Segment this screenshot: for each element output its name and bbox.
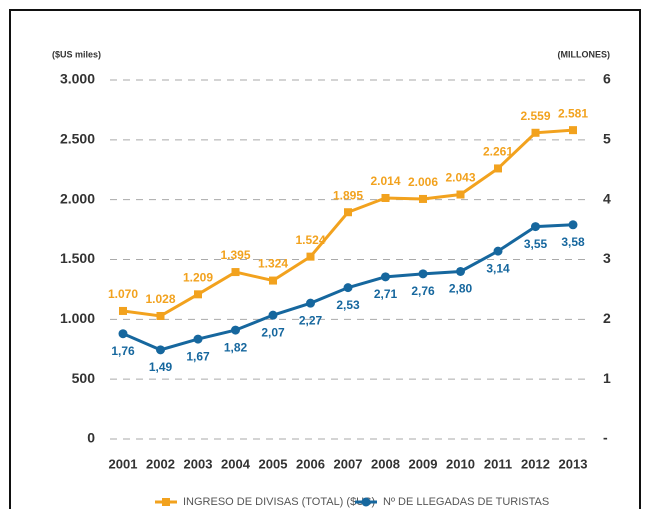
data-label: 1.395 [220,248,250,262]
data-label: 1,82 [224,340,248,354]
marker [156,345,165,355]
marker [306,252,315,261]
frame [9,9,641,509]
x-tick-label: 2013 [559,456,588,471]
marker [231,325,240,335]
y-tick-label: 0 [87,430,95,446]
marker [531,222,540,232]
data-label: 2,76 [411,284,435,298]
y2-tick-label: 4 [603,190,611,206]
y-tick-label: 3.000 [60,71,95,87]
x-tick-label: 2009 [409,456,438,471]
data-label: 1,49 [149,360,173,374]
marker [119,306,127,315]
marker [419,194,427,203]
x-tick-label: 2006 [296,456,325,471]
marker [269,276,277,285]
y2-tick-label: 2 [603,310,611,326]
data-label: 2.014 [370,174,400,188]
legend-marker [361,497,371,507]
y2-tick-label: 6 [603,71,611,87]
marker [531,128,540,137]
marker [156,311,165,320]
y-tick-label: 2.500 [60,131,95,147]
data-label: 1.209 [183,270,213,284]
x-tick-label: 2003 [184,456,213,471]
data-label: 1.524 [295,233,325,247]
data-label: 2,07 [261,325,285,339]
data-label: 2.006 [408,175,438,189]
data-label: 1,67 [186,349,210,363]
data-label: 1,76 [111,344,135,358]
marker [569,126,577,135]
marker [193,334,203,344]
data-label: 3,55 [524,237,548,251]
marker [231,268,240,277]
x-tick-label: 2004 [221,456,251,471]
y2-tick-label: 3 [603,250,611,266]
y2-axis-label: (MILLONES) [558,49,611,59]
data-label: 2,53 [336,298,360,312]
marker [344,208,352,217]
data-label: 1.070 [108,287,138,301]
y-tick-label: 1.000 [60,310,95,326]
data-label: 1.324 [258,257,288,271]
marker [568,220,578,230]
x-tick-label: 2011 [484,456,512,471]
data-label: 2.559 [520,109,550,123]
marker [194,290,202,299]
x-tick-label: 2010 [446,456,475,471]
x-tick-label: 2007 [334,456,363,471]
y-tick-label: 500 [72,370,96,386]
data-label: 2.581 [558,106,588,120]
data-label: 2.261 [483,145,513,159]
marker [418,269,428,279]
data-label: 2,27 [299,313,323,327]
data-label: 1.895 [333,188,363,202]
x-tick-label: 2005 [259,456,288,471]
y2-tick-label: 1 [603,370,611,386]
y2-tick-label: - [603,430,608,446]
x-tick-label: 2012 [521,456,550,471]
legend-label: INGRESO DE DIVISAS (TOTAL) ($US) [183,496,375,508]
marker [494,164,502,173]
marker [456,266,465,276]
data-label: 1.028 [145,292,175,306]
legend-marker [162,498,170,506]
data-label: 3,14 [486,261,510,275]
data-label: 2,80 [449,282,473,296]
marker [268,310,278,320]
x-tick-label: 2002 [146,456,175,471]
marker [118,329,128,339]
y-tick-label: 1.500 [60,250,95,266]
marker [343,283,353,293]
x-tick-label: 2008 [371,456,400,471]
marker [381,272,390,282]
data-label: 2,71 [374,287,398,301]
marker [456,190,465,199]
marker [306,298,315,308]
data-label: 2.043 [445,171,475,185]
x-tick-label: 2001 [109,456,138,471]
y2-tick-label: 5 [603,131,611,147]
marker [381,193,390,202]
y-tick-label: 2.000 [60,190,95,206]
data-label: 3,58 [561,235,585,249]
legend-label: Nº DE LLEGADAS DE TURISTAS [383,496,549,508]
marker [493,246,503,256]
y-axis-label: ($US miles) [52,49,101,59]
